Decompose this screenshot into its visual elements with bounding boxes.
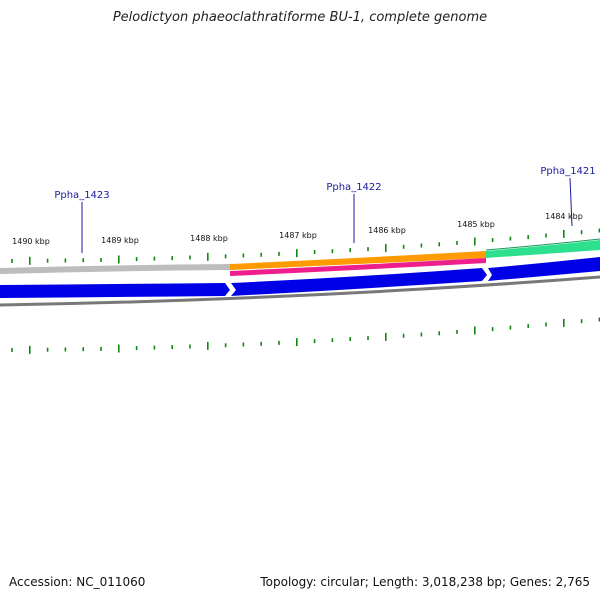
cds-arrow-ppha-1421 [488, 257, 600, 281]
kbp-label-1484: 1484 kbp [545, 212, 583, 221]
gene-label-ppha-1421: Ppha_1421 [540, 166, 595, 177]
tick-marks [11, 228, 600, 354]
kbp-label-1485: 1485 kbp [457, 220, 495, 229]
magenta-feature-band [230, 258, 486, 276]
kbp-label-1488: 1488 kbp [190, 234, 228, 243]
cds-arrow-ppha-1423 [0, 283, 230, 298]
genome-summary-label: Topology: circular; Length: 3,018,238 bp… [260, 575, 590, 589]
gene-leader-ppha-1421 [569, 177, 573, 227]
green-outline [485, 238, 600, 251]
kbp-label-1487: 1487 kbp [279, 231, 317, 240]
kbp-label-1489: 1489 kbp [101, 236, 139, 245]
kbp-label-1486: 1486 kbp [368, 226, 406, 235]
map-title: Pelodictyon phaeoclathratiforme BU-1, co… [112, 10, 488, 25]
cds-arrow-ppha-1422 [231, 268, 487, 296]
accession-label: Accession: NC_011060 [9, 575, 146, 589]
teal-feature-band [486, 240, 600, 258]
kbp-label-1490: 1490 kbp [12, 237, 50, 246]
orange-feature-band [230, 251, 486, 270]
gene-label-ppha-1422: Ppha_1422 [326, 182, 381, 193]
gray-feature-band [0, 264, 230, 274]
genome-baseline [0, 275, 600, 307]
gene-label-ppha-1423: Ppha_1423 [54, 190, 109, 201]
